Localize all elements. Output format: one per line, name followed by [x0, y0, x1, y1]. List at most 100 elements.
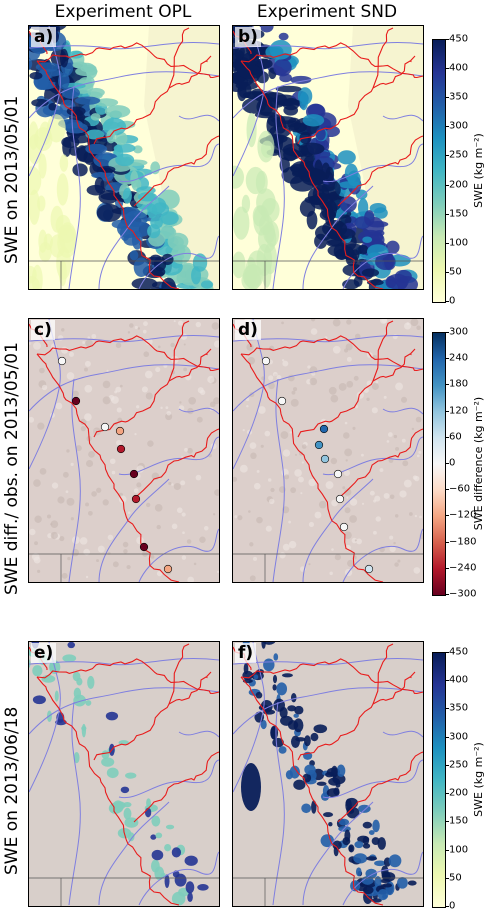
colorbar-tick-label: 400	[449, 674, 469, 686]
station-marker	[320, 454, 330, 464]
station-marker	[100, 422, 110, 432]
station-marker	[364, 564, 374, 574]
panel-label-c: c)	[31, 320, 55, 340]
station-marker	[319, 424, 329, 434]
station-marker	[335, 494, 345, 504]
colorbar-tick	[445, 436, 449, 438]
colorbar-label: SWE (kg m⁻²)	[471, 132, 485, 208]
panel-label-f: f)	[235, 643, 257, 663]
station-marker	[339, 522, 349, 532]
colorbar-tick-label: −60	[449, 483, 471, 495]
colorbar-tick	[445, 242, 449, 244]
colorbar-tick-label: 60	[449, 431, 462, 443]
map-panel-a: a)	[28, 25, 220, 290]
colorbar-tick-label: 200	[449, 179, 469, 191]
colorbar-tick	[445, 213, 449, 215]
colorbar-tick	[445, 97, 449, 99]
colorbar-tick	[445, 184, 449, 186]
colorbar-tick-label: 50	[449, 872, 462, 884]
colorbar-tick	[445, 594, 449, 595]
map-panel-b: b)	[232, 25, 424, 290]
colorbar-tick	[445, 736, 449, 738]
colorbar-tick	[445, 39, 449, 40]
colorbar-tick-label: 0	[449, 457, 456, 469]
column-title-opl: Experiment OPL	[54, 2, 192, 22]
row-title-swe-diff: SWE diff./ obs. on 2013/05/01	[2, 342, 22, 595]
colorbar-tick-label: 300	[449, 326, 469, 338]
colorbar-swe-bottom	[432, 652, 446, 908]
panel-label-a: a)	[31, 27, 57, 47]
row-title-swe-may: SWE on 2013/05/01	[2, 95, 22, 264]
colorbar-label: SWE difference (kg m⁻²)	[471, 396, 485, 530]
colorbar-tick	[445, 515, 449, 517]
colorbar-tick	[445, 680, 449, 682]
colorbar-tick-label: 100	[449, 844, 469, 856]
colorbar-tick	[445, 849, 449, 851]
colorbar-tick-label: 350	[449, 91, 469, 103]
panel-label-b: b)	[235, 27, 261, 47]
map-panel-f: f)	[232, 641, 424, 907]
colorbar-tick	[445, 567, 449, 569]
map-panel-e: e)	[28, 641, 220, 907]
panel-label-e: e)	[31, 643, 57, 663]
colorbar-tick-label: 150	[449, 208, 469, 220]
station-marker	[131, 494, 141, 504]
colorbar-tick-label: −180	[449, 536, 477, 548]
station-marker	[115, 426, 125, 436]
colorbar-tick	[445, 155, 449, 157]
column-title-snd: Experiment SND	[256, 2, 398, 22]
colorbar-tick	[445, 301, 449, 302]
colorbar-tick-label: 100	[449, 237, 469, 249]
station-marker	[333, 469, 343, 479]
colorbar-tick-label: 50	[449, 266, 462, 278]
colorbar-tick-label: −240	[449, 562, 477, 574]
colorbar-tick	[445, 541, 449, 543]
station-marker	[116, 444, 126, 454]
colorbar-tick	[445, 271, 449, 273]
colorbar-tick-label: 300	[449, 120, 469, 132]
colorbar-tick-label: 450	[449, 646, 469, 658]
map-panel-d: d)	[232, 318, 424, 583]
station-marker	[57, 356, 67, 366]
station-marker	[129, 469, 139, 479]
colorbar-tick-label: 150	[449, 815, 469, 827]
colorbar-tick	[445, 126, 449, 128]
station-marker	[71, 396, 81, 406]
colorbar-swe-top	[432, 39, 446, 303]
colorbar-tick	[445, 489, 449, 491]
colorbar-tick-label: 450	[449, 33, 469, 45]
colorbar-tick-label: 350	[449, 702, 469, 714]
colorbar-tick	[445, 410, 449, 412]
row-title-swe-june: SWE on 2013/06/18	[2, 706, 22, 875]
colorbar-tick	[445, 708, 449, 710]
colorbar-tick-label: 180	[449, 378, 469, 390]
colorbar-tick-label: 250	[449, 759, 469, 771]
colorbar-tick-label: 200	[449, 787, 469, 799]
colorbar-tick	[445, 821, 449, 823]
station-marker	[261, 356, 271, 366]
colorbar-tick-label: 250	[449, 149, 469, 161]
colorbar-tick	[445, 384, 449, 386]
colorbar-tick	[445, 652, 449, 653]
colorbar-tick-label: 120	[449, 405, 469, 417]
colorbar-tick	[445, 358, 449, 360]
colorbar-tick	[445, 332, 449, 333]
colorbar-tick-label: 400	[449, 62, 469, 74]
colorbar-tick	[445, 764, 449, 766]
station-marker	[314, 440, 324, 450]
colorbar-tick	[445, 463, 449, 464]
colorbar-tick	[445, 793, 449, 795]
colorbar-tick-label: 0	[449, 900, 456, 912]
station-marker	[277, 396, 287, 406]
station-marker	[139, 542, 149, 552]
colorbar-swe-diff	[432, 332, 446, 596]
colorbar-tick	[445, 877, 449, 879]
colorbar-tick-label: 300	[449, 731, 469, 743]
colorbar-tick-label: 240	[449, 352, 469, 364]
colorbar-tick-label: 0	[449, 295, 456, 307]
colorbar-label: SWE (kg m⁻²)	[471, 741, 485, 817]
colorbar-tick	[445, 68, 449, 70]
colorbar-tick	[445, 906, 449, 907]
station-marker	[163, 564, 173, 574]
map-panel-c: c)	[28, 318, 220, 583]
